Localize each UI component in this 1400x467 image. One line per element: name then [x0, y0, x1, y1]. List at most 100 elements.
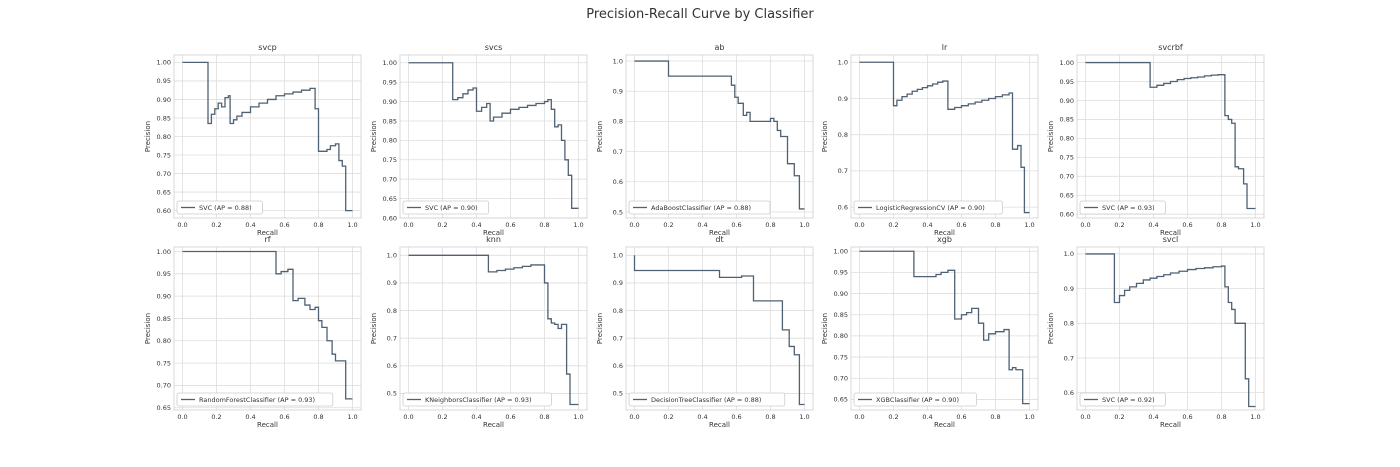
y-tick-label: 1.00	[383, 59, 397, 67]
y-tick-label: 1.00	[157, 59, 171, 67]
plot-area	[851, 247, 1038, 410]
x-axis-label: Recall	[1160, 421, 1181, 429]
x-tick-label: 1.0	[799, 221, 809, 229]
y-tick-label: 0.6	[613, 178, 623, 186]
y-axis-label: Precision	[596, 313, 604, 344]
y-tick-label: 0.90	[157, 96, 171, 104]
x-tick-label: 0.0	[403, 221, 413, 229]
y-tick-label: 0.7	[613, 148, 623, 156]
legend-box	[853, 200, 1003, 215]
subplot-title: xgb	[937, 235, 952, 244]
y-tick-label: 0.90	[383, 98, 397, 106]
subplot-title: ab	[715, 43, 725, 52]
subplot-title: svcp	[258, 43, 276, 52]
y-tick-label: 0.65	[157, 188, 171, 196]
y-tick-label: 0.9	[613, 88, 623, 96]
y-axis-label: Precision	[821, 121, 829, 152]
plot-area	[400, 55, 587, 218]
legend-label: AdaBoostClassifier (AP = 0.88)	[651, 204, 751, 212]
pr-curve-xgb	[859, 250, 1030, 405]
y-tick-label: 0.65	[1060, 192, 1074, 200]
x-tick-label: 0.6	[505, 221, 515, 229]
y-tick-label: 0.75	[383, 156, 397, 164]
x-axis-label: Recall	[709, 229, 730, 237]
x-tick-label: 0.8	[990, 413, 1000, 421]
figure-title: Precision-Recall Curve by Classifier	[586, 7, 814, 22]
y-tick-label: 0.95	[383, 78, 397, 86]
y-axis-label: Precision	[144, 121, 152, 152]
y-axis-label: Precision	[821, 313, 829, 344]
y-tick-label: 1.0	[613, 57, 623, 65]
y-tick-label: 0.65	[834, 396, 848, 404]
legend-label: SVC (AP = 0.88)	[199, 204, 252, 212]
x-axis-label: Recall	[483, 421, 504, 429]
plot-frame	[850, 54, 1039, 219]
legend-box	[628, 200, 771, 215]
y-tick-label: 0.95	[1060, 78, 1074, 86]
y-tick-label: 0.6	[613, 362, 623, 370]
x-tick-label: 1.0	[347, 221, 357, 229]
legend-box	[176, 200, 263, 215]
legend-box	[402, 200, 489, 215]
legend-label: DecisionTreeClassifier (AP = 0.88)	[651, 396, 761, 404]
y-tick-label: 0.95	[834, 269, 848, 277]
y-tick-label: 0.85	[834, 311, 848, 319]
legend-box	[176, 392, 334, 407]
y-tick-label: 0.9	[613, 279, 623, 287]
y-tick-label: 1.00	[157, 248, 171, 256]
y-tick-label: 0.7	[838, 167, 848, 175]
y-tick-label: 0.70	[157, 382, 171, 390]
x-tick-label: 0.4	[922, 221, 932, 229]
x-axis-label: Recall	[483, 229, 504, 237]
x-axis-label: Recall	[934, 421, 955, 429]
plot-frame	[399, 54, 588, 219]
y-tick-label: 1.0	[613, 252, 623, 260]
subplot-title: svcrbf	[1158, 43, 1183, 52]
y-axis-label: Precision	[370, 313, 378, 344]
y-tick-label: 0.80	[157, 337, 171, 345]
x-tick-label: 1.0	[799, 413, 809, 421]
x-axis-label: Recall	[257, 421, 278, 429]
x-tick-label: 0.6	[279, 413, 289, 421]
y-axis-label: Precision	[1047, 121, 1055, 152]
y-tick-label: 0.95	[157, 77, 171, 85]
x-tick-label: 0.4	[1148, 221, 1158, 229]
subplot-svcs: 0.0 0.2 0.4 0.6 0.8 1.0 0.60 0.65 0.70 0.75 0.80 0.…	[370, 43, 588, 237]
x-tick-label: 0.8	[990, 221, 1000, 229]
x-tick-label: 0.4	[1148, 413, 1158, 421]
y-tick-label: 0.8	[838, 131, 848, 139]
x-tick-label: 0.8	[765, 221, 775, 229]
x-tick-label: 0.2	[888, 221, 898, 229]
y-tick-label: 0.90	[1060, 97, 1074, 105]
x-tick-label: 0.6	[505, 413, 515, 421]
y-tick-label: 0.80	[157, 133, 171, 141]
y-tick-label: 0.90	[834, 290, 848, 298]
pr-curve-svcrbf	[1085, 61, 1256, 210]
x-tick-label: 1.0	[1250, 413, 1260, 421]
y-tick-label: 0.80	[834, 332, 848, 340]
pr-curve-knn	[408, 254, 579, 406]
x-tick-label: 0.6	[1182, 413, 1192, 421]
x-tick-label: 0.2	[663, 221, 673, 229]
legend-label: XGBClassifier (AP = 0.90)	[876, 396, 959, 404]
y-tick-label: 0.65	[157, 404, 171, 412]
x-tick-label: 1.0	[1024, 221, 1034, 229]
x-tick-label: 0.8	[1216, 413, 1226, 421]
legend-label: SVC (AP = 0.93)	[1102, 204, 1155, 212]
plot-area	[1077, 247, 1264, 410]
legend-box	[1079, 200, 1166, 215]
plot-area	[1077, 55, 1264, 218]
subplot-title: svcs	[485, 43, 502, 52]
y-tick-label: 1.00	[1060, 59, 1074, 67]
y-axis-label: Precision	[144, 313, 152, 344]
subplot-title: lr	[942, 43, 948, 52]
y-tick-label: 0.9	[1064, 285, 1074, 293]
x-tick-label: 0.4	[697, 413, 707, 421]
x-tick-label: 0.2	[888, 413, 898, 421]
y-axis-label: Precision	[1047, 313, 1055, 344]
x-tick-label: 1.0	[573, 221, 583, 229]
y-tick-label: 1.00	[834, 248, 848, 256]
y-tick-label: 1.0	[838, 59, 848, 67]
subplot-title: svcl	[1163, 235, 1179, 244]
